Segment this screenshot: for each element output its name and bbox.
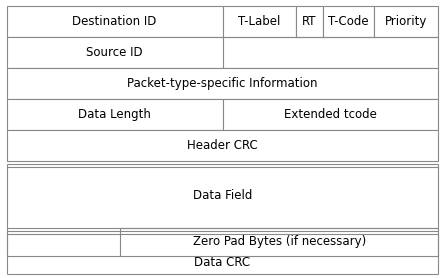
Text: RT: RT — [302, 15, 316, 28]
Bar — [7, 130, 438, 161]
Text: Header CRC: Header CRC — [187, 139, 258, 152]
Text: Data Field: Data Field — [193, 190, 252, 202]
Text: Data Length: Data Length — [78, 108, 151, 121]
Bar — [222, 99, 438, 130]
Text: Priority: Priority — [385, 15, 427, 28]
Bar — [323, 6, 374, 37]
Bar — [222, 6, 296, 37]
Text: Data CRC: Data CRC — [194, 256, 251, 269]
Text: Extended tcode: Extended tcode — [284, 108, 377, 121]
Text: Packet-type-specific Information: Packet-type-specific Information — [127, 77, 318, 90]
Bar — [7, 68, 438, 99]
Text: Source ID: Source ID — [86, 46, 143, 59]
Text: T-Label: T-Label — [238, 15, 280, 28]
Text: Destination ID: Destination ID — [73, 15, 157, 28]
Text: Zero Pad Bytes (if necessary): Zero Pad Bytes (if necessary) — [193, 235, 366, 248]
Bar — [7, 37, 222, 68]
Text: T-Code: T-Code — [328, 15, 368, 28]
Bar — [7, 6, 222, 37]
Bar — [296, 6, 323, 37]
Bar — [374, 6, 438, 37]
Bar — [7, 99, 222, 130]
